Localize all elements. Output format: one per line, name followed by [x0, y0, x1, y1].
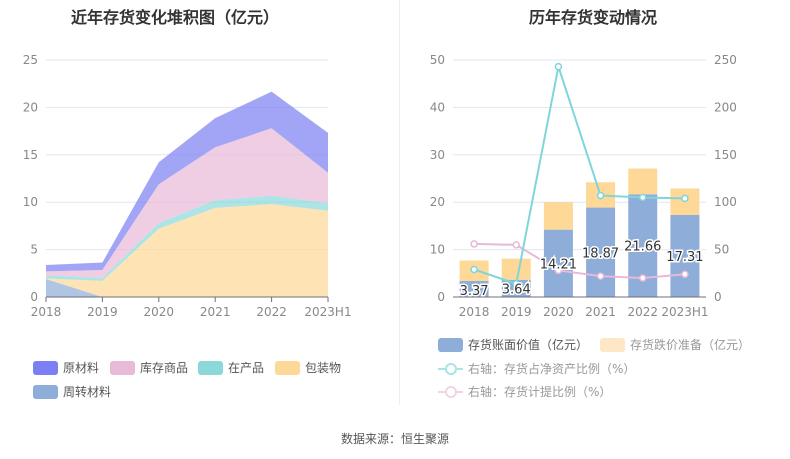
legend-packaging[interactable]: 包装物 — [275, 359, 341, 376]
y2-tick-label: 250 — [714, 53, 737, 67]
bar-book-value — [670, 214, 700, 297]
x-tick-label: 2022 — [256, 305, 287, 319]
legend-wip[interactable]: 在产品 — [198, 359, 264, 376]
legend-label: 右轴：存货计提比例（%） — [468, 385, 612, 399]
x-tick-label: 2020 — [144, 305, 175, 319]
legend-label: 在产品 — [228, 361, 265, 375]
legend-impairment[interactable]: 存货跌价准备（亿元） — [600, 336, 750, 353]
bar-data-label: 3.64 — [502, 283, 531, 298]
x-tick-label: 2023H1 — [304, 305, 351, 319]
y2-tick-label: 0 — [714, 290, 722, 304]
bar-book-value — [586, 207, 616, 297]
area-周转材料 — [46, 278, 328, 297]
y2-tick-label: 50 — [714, 243, 729, 257]
y-tick-label: 5 — [30, 243, 38, 257]
line-point — [681, 194, 689, 203]
x-tick-label: 2021 — [585, 305, 616, 319]
right-chart-title: 历年存货变动情况 — [528, 8, 657, 27]
legend-swatch — [198, 360, 223, 375]
line-point — [470, 240, 478, 248]
legend-swatch — [275, 360, 300, 375]
legend-line-icon — [438, 362, 463, 376]
legend-label: 存货账面价值（亿元） — [468, 338, 589, 352]
y2-tick-label: 100 — [714, 195, 737, 209]
y-tick-label: 40 — [430, 100, 445, 114]
bar-book-value — [459, 281, 489, 297]
bar-impairment — [501, 258, 531, 280]
area-库存商品 — [46, 128, 328, 279]
line-point — [512, 279, 520, 288]
line-point — [681, 270, 689, 278]
y-tick-label: 30 — [430, 148, 445, 162]
x-tick-label: 2021 — [200, 305, 231, 319]
legend-book-value[interactable]: 存货账面价值（亿元） — [438, 336, 588, 353]
y-tick-label: 50 — [430, 53, 445, 67]
line-point — [596, 191, 605, 200]
legend-label: 存货跌价准备（亿元） — [630, 338, 751, 352]
line-point — [596, 272, 605, 280]
bar-data-label: 3.37 — [460, 284, 489, 299]
data-source: 数据来源：恒生聚源 — [340, 432, 449, 446]
y-tick-label: 15 — [23, 148, 38, 162]
x-tick-label: 2018 — [31, 305, 62, 319]
legend-net-asset-ratio[interactable]: 右轴：存货占净资产比例（%） — [438, 360, 635, 377]
legend-label: 周转材料 — [63, 385, 112, 399]
line-series — [474, 242, 686, 280]
legend-raw-material[interactable]: 原材料 — [33, 359, 99, 376]
y-tick-label: 20 — [23, 100, 38, 114]
line-point — [554, 62, 563, 71]
legend-label: 原材料 — [63, 361, 100, 375]
legend-swatch — [600, 337, 625, 352]
y-tick-label: 10 — [430, 243, 445, 257]
y-tick-label: 0 — [30, 290, 38, 304]
legend-turnover-material[interactable]: 周转材料 — [33, 383, 111, 400]
x-tick-label: 2018 — [459, 305, 490, 319]
bar-data-label: 14.21 — [540, 257, 577, 272]
x-tick-label: 2020 — [543, 305, 574, 319]
y2-tick-label: 200 — [714, 100, 737, 114]
y-tick-label: 20 — [430, 195, 445, 209]
legend-label: 包装物 — [305, 361, 342, 375]
divider — [399, 0, 400, 405]
legend-swatch — [33, 360, 58, 375]
bar-data-label: 17.31 — [666, 250, 703, 265]
line-point — [512, 241, 520, 249]
legend-label: 库存商品 — [140, 361, 189, 375]
bar-book-value — [501, 279, 531, 297]
x-tick-label: 2019 — [87, 305, 118, 319]
legend-swatch — [33, 384, 58, 399]
y-tick-label: 25 — [23, 53, 38, 67]
bar-impairment — [628, 168, 658, 195]
line-series — [473, 62, 685, 286]
line-point — [639, 274, 647, 282]
area-在产品 — [46, 195, 328, 281]
line-point — [554, 266, 563, 275]
legend-line-icon — [438, 385, 463, 399]
line-point — [470, 265, 478, 274]
legend-swatch — [110, 360, 135, 375]
bar-impairment — [543, 202, 573, 230]
x-tick-label: 2022 — [627, 305, 658, 319]
left-chart-title: 近年存货变化堆积图（亿元） — [70, 8, 279, 27]
line-point — [639, 193, 647, 202]
legend-finished-goods[interactable]: 库存商品 — [110, 359, 188, 376]
x-tick-label: 2023H1 — [661, 305, 708, 319]
legend-swatch — [438, 337, 463, 352]
bar-data-label: 18.87 — [582, 246, 619, 261]
bar-book-value — [543, 229, 573, 297]
y2-tick-label: 150 — [714, 148, 737, 162]
bar-data-label: 21.66 — [624, 240, 661, 255]
legend-provision-ratio[interactable]: 右轴：存货计提比例（%） — [438, 383, 611, 400]
y-tick-label: 10 — [23, 195, 38, 209]
y-tick-label: 0 — [437, 290, 445, 304]
area-包装物 — [46, 204, 328, 297]
legend-label: 右轴：存货占净资产比例（%） — [468, 362, 636, 376]
x-tick-label: 2019 — [501, 305, 532, 319]
